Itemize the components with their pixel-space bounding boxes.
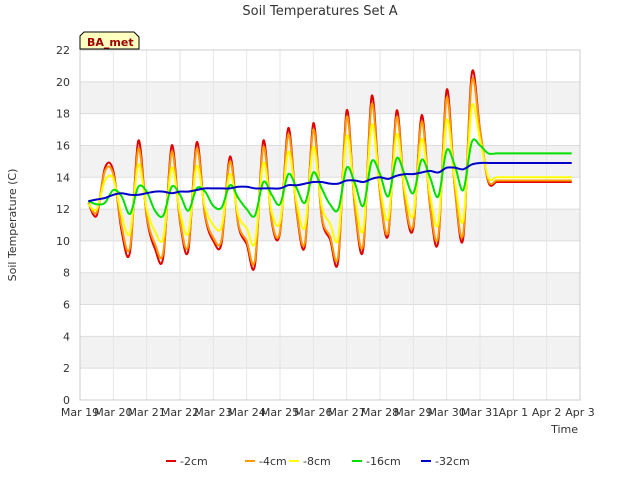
background-band bbox=[80, 336, 580, 369]
x-tick-label: Mar 19 bbox=[61, 406, 99, 419]
x-tick-label: Apr 2 bbox=[532, 406, 562, 419]
legend-label: -32cm bbox=[435, 455, 470, 468]
background-bands bbox=[80, 81, 580, 369]
series-line-minus-8cm bbox=[87, 103, 572, 247]
legend-label: -16cm bbox=[366, 455, 401, 468]
station-badge: BA_met bbox=[79, 31, 140, 50]
legend-item: -16cm bbox=[352, 455, 401, 468]
x-tick-label: Mar 26 bbox=[294, 406, 332, 419]
legend-item: -2cm bbox=[166, 455, 208, 468]
legend-label: -2cm bbox=[180, 455, 208, 468]
x-tick-label: Mar 30 bbox=[428, 406, 466, 419]
y-tick-label: 10 bbox=[56, 235, 70, 248]
x-tick-label: Apr 3 bbox=[565, 406, 595, 419]
legend-label: -8cm bbox=[303, 455, 331, 468]
y-tick-label: 2 bbox=[63, 362, 70, 375]
x-tick-label: Mar 22 bbox=[161, 406, 199, 419]
y-axis-label: Soil Temperature (C) bbox=[6, 169, 19, 282]
x-tick-label: Mar 31 bbox=[461, 406, 499, 419]
x-tick-label: Mar 27 bbox=[328, 406, 366, 419]
y-tick-label: 6 bbox=[63, 299, 70, 312]
x-tick-label: Mar 29 bbox=[394, 406, 432, 419]
y-axis-ticks: 0 2 4 6 8 10 12 14 16 18 20 22 bbox=[56, 44, 70, 407]
badge-label: BA_met bbox=[87, 36, 134, 49]
legend-item: -32cm bbox=[421, 455, 470, 468]
y-tick-label: 8 bbox=[63, 267, 70, 280]
badge-shape bbox=[79, 31, 140, 50]
plot-frame bbox=[79, 49, 581, 401]
y-tick-label: 18 bbox=[56, 108, 70, 121]
x-tick-label: Mar 28 bbox=[361, 406, 399, 419]
legend-item: -8cm bbox=[289, 455, 331, 468]
x-axis-label: Time bbox=[550, 423, 578, 436]
x-tick-label: Mar 24 bbox=[228, 406, 266, 419]
y-tick-label: 20 bbox=[56, 76, 70, 89]
x-tick-label: Mar 20 bbox=[94, 406, 132, 419]
x-tick-label: Mar 25 bbox=[261, 406, 299, 419]
x-tick-label: Mar 21 bbox=[128, 406, 166, 419]
y-tick-label: 12 bbox=[56, 203, 70, 216]
legend-item: -4cm bbox=[245, 455, 287, 468]
y-tick-label: 0 bbox=[63, 394, 70, 407]
legend: -2cm -4cm -8cm -16cm -32cm bbox=[166, 455, 470, 468]
series-line-minus-32cm bbox=[88, 161, 572, 203]
series-line-minus-4cm bbox=[87, 77, 572, 266]
y-tick-label: 14 bbox=[56, 171, 70, 184]
background-band bbox=[80, 145, 580, 178]
series-layer bbox=[87, 69, 572, 271]
y-tick-label: 22 bbox=[56, 44, 70, 57]
background-band bbox=[80, 272, 580, 305]
y-tick-label: 4 bbox=[63, 330, 70, 343]
x-tick-label: Mar 23 bbox=[194, 406, 232, 419]
y-tick-label: 16 bbox=[56, 139, 70, 152]
chart-title: Soil Temperatures Set A bbox=[242, 4, 397, 19]
legend-label: -4cm bbox=[259, 455, 287, 468]
background-band bbox=[80, 81, 580, 114]
x-tick-label: Apr 1 bbox=[499, 406, 529, 419]
